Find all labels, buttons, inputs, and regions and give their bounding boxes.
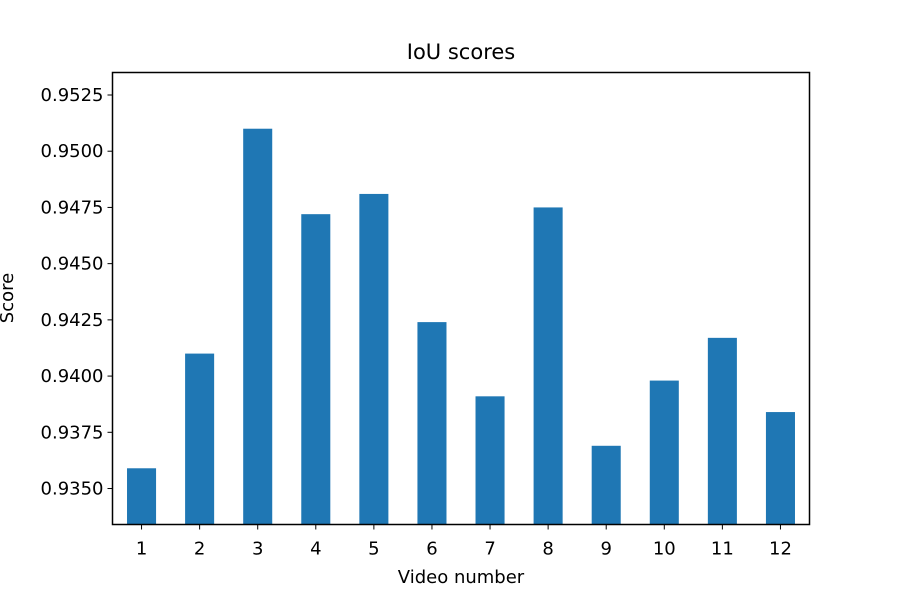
x-tick-label: 5: [368, 539, 379, 560]
bar: [707, 337, 737, 525]
x-tick-label: 6: [426, 539, 437, 560]
bar: [591, 445, 621, 525]
bars-group: [127, 128, 795, 525]
bar: [185, 353, 215, 525]
y-tick-label: 0.9350: [41, 479, 104, 500]
x-tick-label: 11: [711, 539, 734, 560]
x-tick-label: 1: [136, 539, 147, 560]
y-tick-label: 0.9400: [41, 366, 104, 387]
bar: [359, 193, 389, 525]
x-tick-label: 12: [769, 539, 792, 560]
y-tick-label: 0.9475: [41, 197, 104, 218]
x-tick-label: 7: [484, 539, 495, 560]
bar: [765, 412, 795, 525]
x-tick-label: 8: [542, 539, 553, 560]
x-axis-title: Video number: [398, 567, 525, 588]
chart-title: IoU scores: [407, 40, 515, 64]
y-tick-label: 0.9450: [41, 254, 104, 275]
x-tick-label: 4: [310, 539, 321, 560]
plot-frame: [111, 71, 811, 526]
x-tick-label: 10: [653, 539, 676, 560]
x-tick-label: 2: [194, 539, 205, 560]
x-tick-label: 9: [600, 539, 611, 560]
x-tick-label: 3: [252, 539, 263, 560]
y-tick-label: 0.9425: [41, 310, 104, 331]
bar: [533, 207, 563, 525]
bar: [475, 396, 505, 525]
bar: [649, 380, 679, 525]
y-axis: 0.9350 0.9375 0.9400 0.9425 0.9450 0.9475 0.95…: [41, 85, 113, 500]
y-tick-label: 0.9375: [41, 422, 104, 443]
bar: [417, 322, 447, 525]
bar: [243, 128, 273, 525]
bar: [127, 468, 157, 525]
y-axis-title: Score: [0, 273, 18, 323]
x-axis: 1 2 3 4 5 6 7 8 9 10 11 12: [136, 524, 792, 560]
bar: [301, 214, 331, 525]
y-tick-label: 0.9525: [41, 85, 104, 106]
y-tick-label: 0.9500: [41, 141, 104, 162]
